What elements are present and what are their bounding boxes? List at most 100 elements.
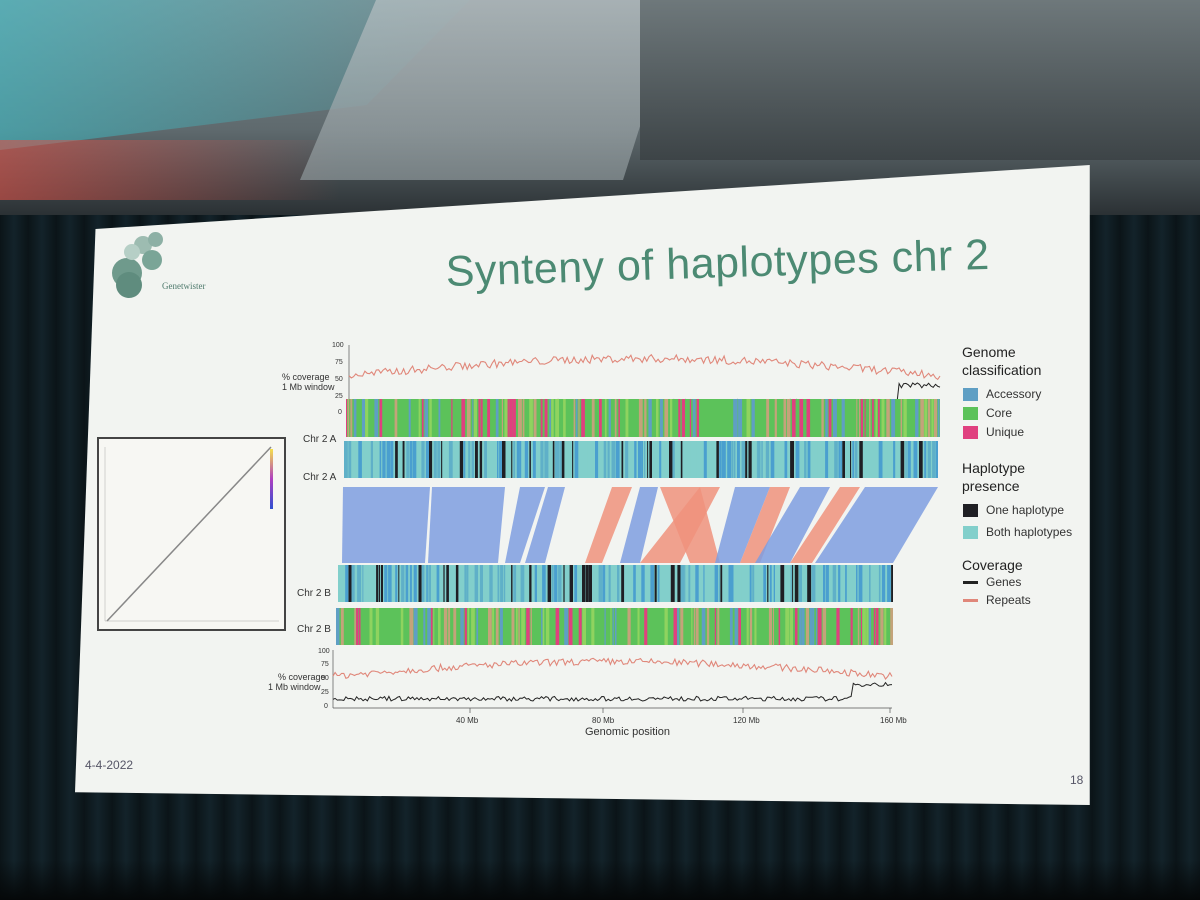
tick-bottom-0: 0	[324, 703, 328, 710]
chr2a-haplo-stripe	[807, 441, 811, 478]
chr2b-haplo-stripe	[401, 565, 405, 602]
chr2a-class-stripe	[495, 399, 499, 437]
legend-haplotype-title-2: presence	[962, 478, 1020, 494]
chr2a-class-stripe	[466, 399, 471, 437]
chr2a-haplo-stripe	[783, 441, 785, 478]
chr2b-class-stripe	[379, 608, 383, 645]
chr2a-haplo-stripe	[834, 441, 838, 478]
chr2b-haplo-stripe	[458, 565, 463, 602]
chr2b-class-stripe	[627, 608, 631, 645]
chr2a-class-stripe	[915, 399, 919, 437]
chr2b-class-stripe	[518, 608, 520, 645]
chr2b-class-stripe	[836, 608, 840, 645]
x-tick-40: 40 Mb	[456, 716, 479, 725]
chr2b-haplo-stripe	[847, 565, 849, 602]
chr2b-haplo-stripe	[629, 565, 633, 602]
chr2a-class-stripe	[412, 399, 416, 437]
chr2a-haplo-stripe	[595, 441, 599, 478]
chr2b-class-stripe	[591, 608, 595, 645]
chr2b-haplo-stripe	[413, 565, 417, 602]
chr2a-class-stripe	[717, 399, 721, 437]
chr2a-haplo-stripe	[453, 441, 456, 478]
coverage-bottom-genes-line	[332, 681, 893, 702]
chr2a-class-stripe	[614, 399, 617, 437]
chr2b-class-stripe	[649, 608, 653, 645]
chr2a-haplo-stripe	[684, 441, 687, 478]
chr2b-class-stripe	[430, 608, 433, 645]
chr2b-haplo-stripe	[409, 565, 412, 602]
chr2a-haplo-stripe	[555, 441, 559, 478]
tick-bottom-100: 100	[318, 648, 330, 655]
chr2a-class-stripe	[859, 399, 861, 437]
chr2b-haplo-stripe	[718, 565, 720, 602]
chr2a-haplo-stripe	[845, 441, 849, 478]
chr2b-class-stripe	[752, 608, 754, 645]
chr2a-haplo-stripe	[696, 441, 700, 478]
chr2a-haplo-stripe	[417, 441, 422, 478]
chr2b-haplo-stripe	[780, 565, 785, 602]
chr2a-class-stripe	[504, 399, 508, 437]
chr2a-class-stripe	[766, 399, 770, 437]
chr2a-haplo-stripe	[348, 441, 352, 478]
chr2b-haplo-stripe	[654, 565, 657, 602]
chr2b-haplo-stripe	[845, 565, 847, 602]
legend-classification-title-2: classification	[962, 362, 1042, 378]
chr2b-haplo-stripe	[665, 565, 670, 602]
chr2a-class-stripe	[487, 399, 491, 437]
chr2b-haplo-stripe	[506, 565, 510, 602]
chr2a-haplo-stripe	[574, 441, 579, 478]
chr2b-class-stripe	[778, 608, 781, 645]
chr2b-haplo-stripe	[348, 565, 352, 602]
chr2b-haplo-stripe	[376, 565, 379, 602]
chr2a-haplo-stripe	[463, 441, 466, 478]
chr2a-class-stripe	[869, 399, 871, 437]
chr2a-class-stripe	[421, 399, 424, 437]
chr2a-haplo-stripe	[634, 441, 637, 478]
chr2b-class-stripe	[746, 608, 749, 645]
chr2a-class-stripe	[712, 399, 716, 437]
chr2b-class-stripe	[683, 608, 686, 645]
chr2a-class-stripe	[806, 399, 811, 437]
chr2a-haplo-stripe	[516, 441, 520, 478]
chr2b-haplo-stripe	[773, 565, 775, 602]
chr2a-class-stripe	[725, 399, 728, 437]
chr2a-haplo-stripe	[466, 441, 469, 478]
track-chr2b-classification	[336, 608, 893, 645]
chr2a-haplo-stripe	[816, 441, 818, 478]
chr2b-class-stripe	[499, 608, 503, 645]
chr2a-haplo-stripe	[667, 441, 669, 478]
chr2a-haplo-stripe	[712, 441, 714, 478]
chr2a-haplo-stripe	[719, 441, 722, 478]
chr2b-haplo-stripe	[525, 565, 529, 602]
chr2b-haplo-stripe	[650, 565, 654, 602]
chr2b-class-stripe	[868, 608, 872, 645]
chr2a-class-stripe	[404, 399, 408, 437]
chr2b-class-stripe	[564, 608, 569, 645]
chr2a-haplo-stripe	[818, 441, 823, 478]
chr2a-class-stripe	[786, 399, 791, 437]
chr2b-haplo-stripe	[767, 565, 769, 602]
chr2a-class-stripe	[686, 399, 689, 437]
chr2b-class-stripe	[427, 608, 431, 645]
chr2b-haplo-stripe	[355, 565, 357, 602]
chr2a-haplo-stripe	[811, 441, 815, 478]
coverage-top-repeats-line	[348, 353, 941, 381]
chr2b-class-stripe	[846, 608, 851, 645]
chr2a-class-stripe	[810, 399, 813, 437]
red-ceiling-light	[0, 140, 340, 200]
chr2b-class-stripe	[456, 608, 460, 645]
chr2a-class-stripe	[384, 399, 387, 437]
chr2a-class-stripe	[451, 399, 453, 437]
chr2b-haplo-stripe	[636, 565, 640, 602]
chr2a-haplo-stripe	[748, 441, 752, 478]
chr2a-class-stripe	[853, 399, 857, 437]
chr2a-haplo-stripe	[873, 441, 877, 478]
coverage-axis-label-top-2: 1 Mb window	[282, 382, 335, 392]
chr2a-class-stripe	[509, 399, 513, 437]
chr2a-haplo-stripe	[367, 441, 370, 478]
chr2b-class-stripe	[632, 608, 637, 645]
track-chr2a-classification	[346, 399, 940, 437]
chr2b-class-stripe	[853, 608, 857, 645]
chr2b-haplo-stripe	[688, 565, 691, 602]
chr2a-class-stripe	[529, 399, 533, 437]
